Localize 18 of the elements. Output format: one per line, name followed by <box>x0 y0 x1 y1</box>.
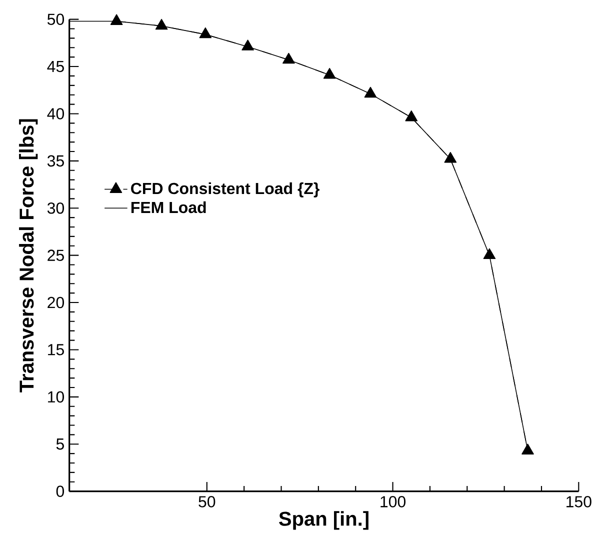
y-tick-label: 20 <box>48 296 64 308</box>
y-tick-label: 40 <box>47 108 64 120</box>
y-tick-label: 15 <box>48 344 64 356</box>
y-tick-label: 35 <box>47 155 64 167</box>
legend-label: FEM Load <box>131 201 206 214</box>
x-tick-label: 100 <box>380 496 406 508</box>
legend-label: CFD Consistent Load {Z} <box>131 182 320 198</box>
y-axis-title: Transverse Nodal Force [lbs] <box>19 119 38 392</box>
y-tick-label: 45 <box>47 60 64 72</box>
y-tick-label: 25 <box>48 250 64 261</box>
x-axis-title: Span [in.] <box>279 511 368 530</box>
y-tick-label: 10 <box>48 391 64 403</box>
x-tick-label: 50 <box>198 496 216 508</box>
y-tick-label: 5 <box>56 438 64 450</box>
y-tick-label: 0 <box>56 486 64 497</box>
y-tick-label: 50 <box>47 14 64 25</box>
x-tick-label: 150 <box>566 496 592 508</box>
y-tick-label: 30 <box>47 202 64 214</box>
